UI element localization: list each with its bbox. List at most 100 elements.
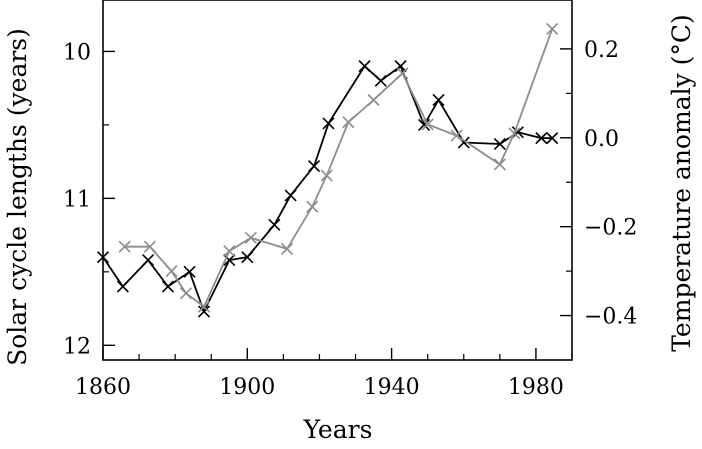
marker-stroke [432,93,445,106]
temperature-anomaly-point [493,158,506,171]
temperature-anomaly-point [320,169,333,182]
temperature-anomaly-point [342,116,355,129]
marker-stroke [418,118,431,131]
solar-cycle-length-point [197,305,211,318]
x-tick-label: 1980 [508,375,564,400]
marker-stroke [118,240,131,253]
temperature-anomaly-point [223,245,236,258]
solar-cycle-length-point [535,132,548,145]
marker-stroke [546,132,559,145]
marker-stroke [320,169,333,182]
temperature-anomaly-point [179,287,193,300]
y-right-ticks: 0.2 0.0 −0.2 −0.4 [560,38,637,330]
temperature-anomaly-point [197,300,211,313]
y-right-tick-label: −0.2 [584,216,637,241]
marker-stroke [396,67,409,80]
plot-frame [102,0,573,361]
x-tick-label: 1860 [75,375,131,400]
marker-stroke [161,280,175,293]
marker-stroke [342,116,355,129]
solar-cycle-length-line [102,65,553,313]
solar-cycle-length-point [307,159,321,173]
temperature-anomaly-point [396,67,409,80]
y-right-tick-label: 0.2 [584,38,619,63]
marker-stroke [394,60,407,73]
solar-cycle-length-point [183,265,196,278]
solar-cycle-length-point [116,280,129,293]
marker-stroke [493,158,506,171]
solar-cycle-length-point [511,126,524,139]
solar-cycle-length-point [161,280,175,293]
marker-stroke [244,231,257,244]
marker-stroke [374,74,387,87]
x-tick-label: 1940 [364,375,420,400]
marker-stroke [223,254,236,267]
temperature-anomaly-point [244,231,257,244]
temperature-anomaly-point [165,265,178,278]
marker-stroke [546,22,559,35]
solar-cycle-length-point [493,137,506,151]
marker-stroke [306,200,319,213]
solar-cycle-length-point [374,74,387,87]
marker-stroke [280,242,294,255]
temperature-anomaly-point [306,200,319,213]
solar-cycle-length-point [142,254,155,267]
x-tick-label: 1900 [219,375,275,400]
y-left-tick-label: 10 [63,40,91,65]
solar-cycle-length-point [322,117,335,130]
solar-cycle-length-point [268,218,281,231]
marker-stroke [493,137,506,151]
y-right-tick-label: 0.0 [584,127,619,152]
marker-stroke [197,305,211,318]
temperature-anomaly-line [124,28,554,308]
marker-stroke [421,118,434,131]
y-right-tick-label: −0.4 [584,305,637,330]
marker-stroke [96,251,110,264]
marker-stroke [241,251,254,264]
y-left-ticks: 10 11 12 [63,40,115,359]
marker-stroke [179,287,193,300]
temperature-anomaly-point [280,242,294,255]
marker-stroke [223,245,236,258]
marker-stroke [450,129,463,142]
marker-stroke [322,117,335,130]
temperature-anomaly-point [450,129,463,142]
marker-stroke [535,132,548,145]
y-left-tick-label: 12 [63,334,91,359]
marker-stroke [367,93,380,107]
marker-stroke [143,240,156,253]
solar-cycle-length-point [284,189,297,202]
solar-cycle-length-point [223,254,236,267]
marker-stroke [268,218,281,231]
marker-stroke [142,254,155,267]
series-layer [96,22,559,318]
marker-stroke [116,280,129,293]
temperature-anomaly-point [143,240,156,253]
marker-stroke [511,126,524,139]
marker-stroke [183,265,196,278]
solar-cycle-length-point [358,60,371,73]
solar-cycle-length-point [432,93,445,106]
marker-stroke [358,60,371,73]
marker-stroke [284,189,297,202]
solar-cycle-length-point [546,132,559,145]
y-left-tick-label: 11 [63,187,91,212]
x-ticks: 1860 1900 1940 1980 [75,348,573,400]
marker-stroke [197,300,211,313]
marker-stroke [457,136,470,149]
temperature-anomaly-point [118,240,131,253]
y-left-axis-label: Solar cycle lengths (years) [3,28,32,366]
solar-cycle-length-point [418,118,431,131]
temperature-anomaly-point [367,93,380,107]
marker-stroke [165,265,178,278]
marker-stroke [508,127,521,140]
y-right-axis-label: Temperature anomaly (°C) [667,14,696,352]
solar-cycle-length-point [96,251,110,264]
solar-cycle-length-point [394,60,407,73]
marker-stroke [307,159,321,173]
temperature-anomaly-point [508,127,521,140]
x-axis-label: Years [303,415,373,444]
temperature-anomaly-point [421,118,434,131]
temperature-anomaly-point [546,22,559,35]
